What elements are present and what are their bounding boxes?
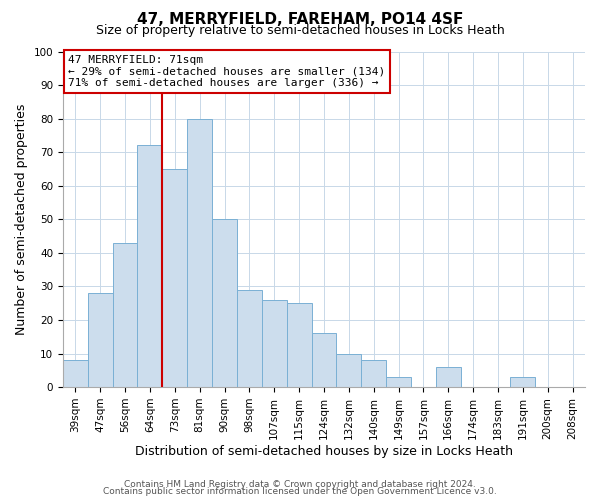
Text: Contains public sector information licensed under the Open Government Licence v3: Contains public sector information licen… <box>103 488 497 496</box>
Text: 47, MERRYFIELD, FAREHAM, PO14 4SF: 47, MERRYFIELD, FAREHAM, PO14 4SF <box>137 12 463 28</box>
Bar <box>337 354 361 387</box>
Bar <box>63 360 88 387</box>
Bar <box>436 367 461 387</box>
Bar <box>262 300 287 387</box>
Bar <box>113 243 137 387</box>
Bar <box>212 220 237 387</box>
Bar <box>137 146 163 387</box>
Y-axis label: Number of semi-detached properties: Number of semi-detached properties <box>15 104 28 335</box>
Bar <box>511 377 535 387</box>
Bar <box>187 118 212 387</box>
X-axis label: Distribution of semi-detached houses by size in Locks Heath: Distribution of semi-detached houses by … <box>135 444 513 458</box>
Text: Contains HM Land Registry data © Crown copyright and database right 2024.: Contains HM Land Registry data © Crown c… <box>124 480 476 489</box>
Bar <box>386 377 411 387</box>
Bar <box>88 293 113 387</box>
Bar <box>163 169 187 387</box>
Bar <box>237 290 262 387</box>
Text: Size of property relative to semi-detached houses in Locks Heath: Size of property relative to semi-detach… <box>95 24 505 37</box>
Text: 47 MERRYFIELD: 71sqm
← 29% of semi-detached houses are smaller (134)
71% of semi: 47 MERRYFIELD: 71sqm ← 29% of semi-detac… <box>68 55 385 88</box>
Bar <box>311 334 337 387</box>
Bar <box>287 303 311 387</box>
Bar <box>361 360 386 387</box>
